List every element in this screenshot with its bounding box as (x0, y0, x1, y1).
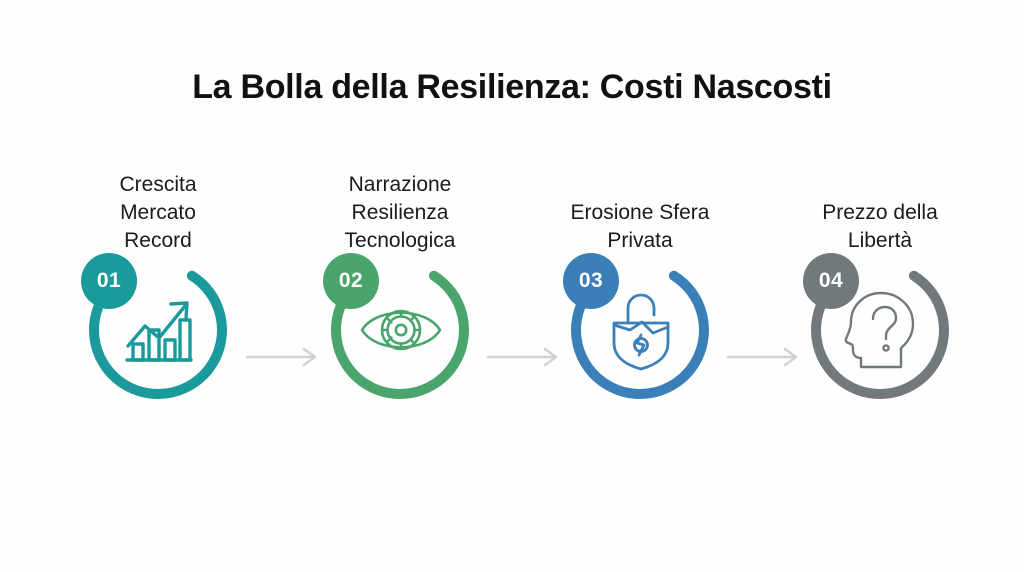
step-label-line: Crescita (119, 173, 197, 196)
step-number: 02 (338, 269, 364, 292)
page-title: La Bolla della Resilienza: Costi Nascost… (192, 68, 832, 106)
arrow-1-to-2 (246, 346, 324, 368)
step-label-04: Prezzo della Libertà (770, 199, 990, 255)
head-question-mark-icon (839, 287, 923, 373)
growth-chart-arrow-icon (117, 287, 201, 373)
step-label-line: Prezzo della (822, 201, 938, 224)
step-label-line: Erosione Sfera (570, 201, 710, 224)
arrow-2-to-3 (487, 346, 565, 368)
step-label-line: Libertà (847, 229, 913, 252)
step-number: 03 (578, 269, 604, 292)
step-label-line: Record (124, 229, 192, 252)
broken-shield-lock-icon (599, 287, 683, 373)
step-label-02: Narrazione Resilienza Tecnologica (290, 171, 510, 255)
arrow-3-to-4 (727, 346, 805, 368)
step-badge-01: 01 (81, 253, 137, 309)
process-step-02[interactable]: Narrazione Resilienza Tecnologica (290, 160, 510, 460)
step-badge-02: 02 (323, 253, 379, 309)
step-label-line: Resilienza (351, 201, 449, 224)
step-label-line: Narrazione (348, 173, 452, 196)
process-step-01[interactable]: Crescita Mercato Record (48, 160, 268, 460)
step-badge-04: 04 (803, 253, 859, 309)
step-number: 04 (818, 269, 844, 292)
step-circle-04[interactable]: 04 (803, 253, 953, 403)
step-circle-03[interactable]: 03 (563, 253, 713, 403)
step-number: 01 (96, 269, 122, 292)
step-label-line: Mercato (120, 201, 196, 224)
step-label-line: Tecnologica (344, 229, 456, 252)
step-label-line: Privata (607, 229, 673, 252)
process-step-04[interactable]: Prezzo della Libertà 04 (770, 160, 990, 460)
step-circle-02[interactable]: 02 (323, 253, 473, 403)
step-label-01: Crescita Mercato Record (48, 171, 268, 255)
step-label-03: Erosione Sfera Privata (530, 199, 750, 255)
eye-gear-icon (359, 287, 443, 373)
step-circle-01[interactable]: 01 (81, 253, 231, 403)
process-step-03[interactable]: Erosione Sfera Privata (530, 160, 750, 460)
process-steps-row: Crescita Mercato Record (0, 160, 1024, 460)
step-badge-03: 03 (563, 253, 619, 309)
